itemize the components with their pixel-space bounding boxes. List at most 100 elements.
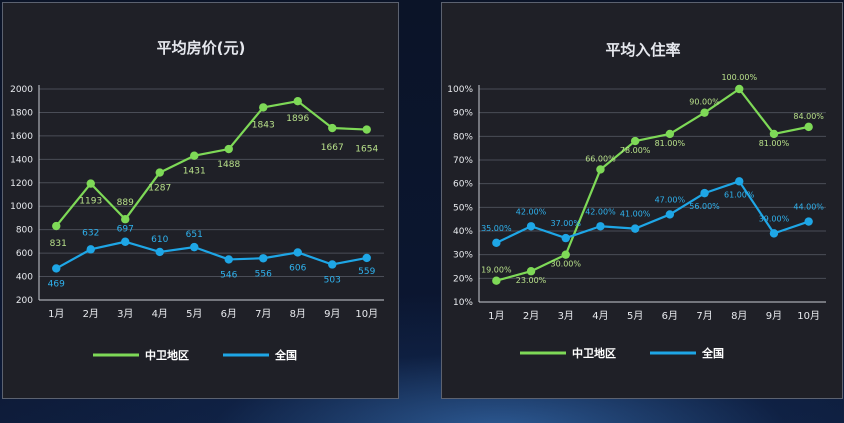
data-point xyxy=(561,250,570,259)
data-point xyxy=(596,165,605,174)
y-tick-label: 800 xyxy=(16,226,33,236)
data-point xyxy=(52,264,61,273)
data-label: 19.00% xyxy=(481,266,512,275)
data-label: 90.00% xyxy=(689,98,720,107)
data-point xyxy=(293,96,302,106)
data-point xyxy=(224,255,233,264)
data-point xyxy=(700,188,709,198)
data-label: 651 xyxy=(186,230,203,240)
data-point xyxy=(86,245,95,254)
y-tick-label: 2000 xyxy=(10,85,33,95)
y-tick-label: 40% xyxy=(453,227,473,237)
data-point xyxy=(665,129,675,139)
series-line-zhongwei xyxy=(55,100,367,227)
data-point xyxy=(804,122,813,132)
y-tick-label: 400 xyxy=(16,273,33,283)
data-point xyxy=(121,237,130,246)
data-point xyxy=(561,233,570,243)
data-label: 1488 xyxy=(217,160,240,170)
data-label: 47.00% xyxy=(655,195,686,204)
x-tick-label: 5月 xyxy=(627,310,643,322)
data-label: 469 xyxy=(48,279,65,289)
data-label: 42.00% xyxy=(585,207,616,216)
data-point xyxy=(735,84,744,94)
x-tick-label: 3月 xyxy=(558,310,574,322)
y-tick-label: 1400 xyxy=(10,155,33,165)
series-line-national xyxy=(495,180,810,244)
data-point xyxy=(700,108,709,117)
data-label: 30.00% xyxy=(550,260,581,269)
data-label: 697 xyxy=(117,225,134,235)
y-tick-label: 10% xyxy=(453,298,473,308)
data-label: 831 xyxy=(50,239,67,249)
data-label: 503 xyxy=(324,275,341,285)
data-point xyxy=(259,254,268,263)
data-point xyxy=(328,123,337,133)
data-label: 35.00% xyxy=(481,224,512,233)
data-label: 889 xyxy=(117,198,134,208)
legend-label: 全国 xyxy=(274,348,297,362)
data-point xyxy=(526,222,536,231)
data-label: 1654 xyxy=(355,145,378,155)
data-label: 81.00% xyxy=(655,139,686,148)
x-tick-label: 4月 xyxy=(592,310,608,322)
data-label: 100.00% xyxy=(721,73,757,82)
y-tick-label: 200 xyxy=(16,296,33,306)
x-tick-label: 7月 xyxy=(696,310,712,322)
y-tick-label: 600 xyxy=(16,249,33,259)
data-point xyxy=(630,136,640,146)
data-label: 81.00% xyxy=(759,139,790,148)
data-label: 632 xyxy=(82,228,99,238)
data-point xyxy=(492,276,501,285)
data-point xyxy=(293,248,302,257)
series-line-national xyxy=(55,240,367,270)
y-tick-label: 60% xyxy=(453,180,473,190)
y-tick-label: 30% xyxy=(453,251,473,261)
data-label: 84.00% xyxy=(793,112,824,121)
x-tick-label: 8月 xyxy=(731,310,747,322)
data-label: 41.00% xyxy=(620,210,651,219)
data-label: 39.00% xyxy=(759,214,790,223)
y-tick-label: 20% xyxy=(453,274,473,284)
data-label: 1431 xyxy=(183,167,206,177)
chart-title: 平均房价(元) xyxy=(157,39,246,57)
data-label: 1287 xyxy=(148,184,171,194)
x-tick-label: 2月 xyxy=(523,310,539,322)
legend-label: 中卫地区 xyxy=(145,348,189,362)
x-tick-label: 9月 xyxy=(324,308,340,320)
series-line-zhongwei xyxy=(496,87,809,282)
data-point xyxy=(190,242,199,252)
data-label: 61.00% xyxy=(724,190,755,199)
y-tick-label: 80% xyxy=(453,132,473,142)
data-point xyxy=(155,168,164,177)
data-label: 559 xyxy=(358,267,375,277)
data-point xyxy=(804,217,813,226)
legend-label: 全国 xyxy=(701,346,724,360)
chart-panel-price: 平均房价(元) 200 400 600 800 1000 1200 1400 1600 1800… xyxy=(2,2,399,399)
data-point xyxy=(526,267,536,276)
data-point xyxy=(769,229,779,238)
data-point xyxy=(155,247,164,257)
y-tick-label: 70% xyxy=(453,156,473,166)
y-tick-label: 1200 xyxy=(10,179,33,189)
data-label: 78.00% xyxy=(620,146,651,155)
x-tick-label: 10月 xyxy=(797,310,820,322)
x-tick-label: 4月 xyxy=(152,308,168,320)
data-label: 1193 xyxy=(79,197,102,207)
chart-title: 平均入住率 xyxy=(605,41,680,59)
data-label: 556 xyxy=(255,269,272,279)
y-tick-label: 100% xyxy=(447,85,473,95)
y-tick-label: 50% xyxy=(453,203,473,213)
x-tick-label: 3月 xyxy=(117,308,133,320)
data-label: 23.00% xyxy=(516,276,547,285)
data-point xyxy=(665,210,675,219)
data-point xyxy=(190,151,199,160)
x-tick-label: 5月 xyxy=(186,308,202,320)
data-point xyxy=(769,129,779,139)
x-tick-label: 1月 xyxy=(488,310,504,322)
x-tick-label: 7月 xyxy=(255,308,271,320)
data-label: 606 xyxy=(289,263,306,273)
data-point xyxy=(52,221,61,231)
data-point xyxy=(121,215,130,224)
legend-label: 中卫地区 xyxy=(572,346,616,360)
